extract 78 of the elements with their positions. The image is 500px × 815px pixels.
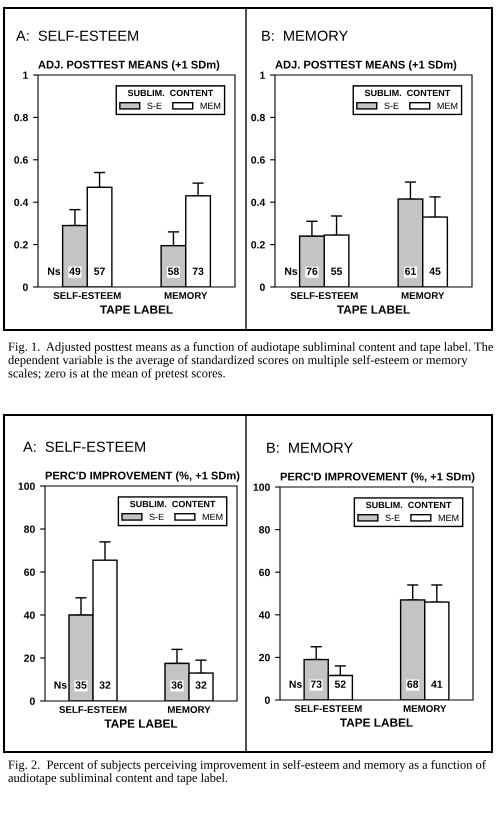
y-tick-label: 0.6 (14, 156, 28, 164)
caption: Fig. 2. Percent of subjects perceiving improvement in self-esteem and memory as a function of audiotape subliminal content and tape label. (8, 760, 486, 785)
legend-label: S-E (384, 102, 399, 110)
annotation: 55 (331, 268, 342, 275)
y-tick-label: 0.4 (251, 198, 266, 206)
y-tick-label: 0 (22, 284, 28, 291)
y-axis-title: ADJ. POSTTEST MEANS (+1 SDm) (38, 60, 220, 71)
legend-label: S-E (385, 514, 400, 522)
annotation: 61 (405, 268, 416, 275)
chart-title: A: SELF-ESTEEM (16, 30, 138, 41)
x-tick-label: MEMORY (404, 705, 446, 712)
caption: Fig. 1. Adjusted posttest means as a function of audiotape subliminal content and tape label. The dependent variable is the average of standardized scores on multiple self-esteem or memory scales; zero is at the mean of pretest scores. (8, 342, 494, 380)
x-axis-title: TAPE LABEL (337, 306, 410, 314)
annotation: 35 (75, 681, 87, 689)
y-tick-label: 40 (24, 612, 35, 619)
x-tick-label: SELF-ESTEEM (294, 705, 362, 712)
annotation: 73 (192, 268, 204, 275)
chart-title: B: MEMORY (267, 442, 353, 453)
y-tick-label: 0 (264, 696, 270, 704)
legend-title: SUBLIM. CONTENT (364, 90, 450, 96)
annotation: 45 (429, 268, 441, 275)
annotation: 49 (69, 268, 80, 275)
legend-label: MEM (438, 102, 458, 109)
annotation: 58 (168, 268, 179, 275)
y-axis-title: PERC'D IMPROVEMENT (%, +1 SDm) (280, 472, 474, 483)
legend-label: MEM (200, 102, 220, 109)
legend-label: S-E (147, 102, 162, 110)
y-tick-label: 60 (24, 568, 35, 576)
y-tick-label: 100 (18, 482, 35, 490)
annotation: Ns (54, 681, 67, 689)
y-tick-label: 0 (30, 698, 35, 705)
annotation: 32 (99, 681, 110, 689)
y-tick-label: 1 (23, 72, 28, 79)
annotation: Ns (290, 680, 302, 688)
y-tick-label: 20 (24, 654, 35, 662)
annotation: 76 (306, 268, 318, 275)
x-tick-label: MEMORY (164, 292, 208, 299)
legend-title: SUBLIM. CONTENT (130, 500, 216, 508)
y-tick-label: 40 (258, 611, 270, 619)
chart-title: B: MEMORY (262, 30, 348, 41)
annotation: 36 (171, 681, 182, 689)
x-tick-label: SELF-ESTEEM (290, 292, 358, 299)
y-tick-label: 1 (260, 72, 265, 79)
legend-label: MEM (202, 514, 222, 520)
annotation: Ns (285, 268, 298, 275)
y-axis-title: PERC'D IMPROVEMENT (%, +1 SDm) (46, 471, 240, 482)
annotation: 32 (195, 681, 206, 689)
y-tick-label: 20 (259, 654, 270, 662)
y-tick-label: 0.2 (14, 241, 28, 248)
x-tick-label: SELF-ESTEEM (54, 292, 121, 299)
y-tick-label: 80 (259, 526, 270, 534)
y-tick-label: 0.6 (251, 156, 265, 164)
chart-title: A: SELF-ESTEEM (23, 442, 145, 452)
annotation: Ns (48, 268, 60, 275)
annotation: 68 (407, 680, 418, 688)
annotation: 73 (310, 680, 322, 688)
x-tick-label: MEMORY (168, 706, 211, 713)
x-tick-label: SELF-ESTEEM (59, 706, 126, 713)
y-tick-label: 0 (260, 284, 265, 291)
y-axis-title: ADJ. POSTTEST MEANS (+1 SDm) (275, 60, 456, 71)
y-tick-label: 0.8 (251, 114, 265, 122)
legend-title: SUBLIM. CONTENT (128, 90, 214, 96)
y-tick-label: 100 (254, 484, 270, 491)
y-tick-label: 80 (24, 526, 35, 533)
y-tick-label: 0.8 (14, 114, 28, 122)
annotation: 41 (431, 680, 442, 688)
y-tick-label: 60 (259, 568, 270, 576)
y-tick-label: 0.4 (14, 198, 28, 206)
y-tick-label: 0.2 (251, 241, 265, 248)
x-axis-title: TAPE LABEL (104, 720, 178, 728)
legend-title: SUBLIM. CONTENT (366, 502, 452, 508)
x-axis-title: TAPE LABEL (340, 718, 413, 727)
legend-label: S-E (150, 514, 164, 520)
x-tick-label: MEMORY (402, 292, 444, 299)
x-axis-title: TAPE LABEL (100, 306, 173, 314)
annotation: 52 (334, 680, 346, 688)
annotation: 57 (94, 268, 105, 275)
legend-label: MEM (438, 514, 458, 521)
